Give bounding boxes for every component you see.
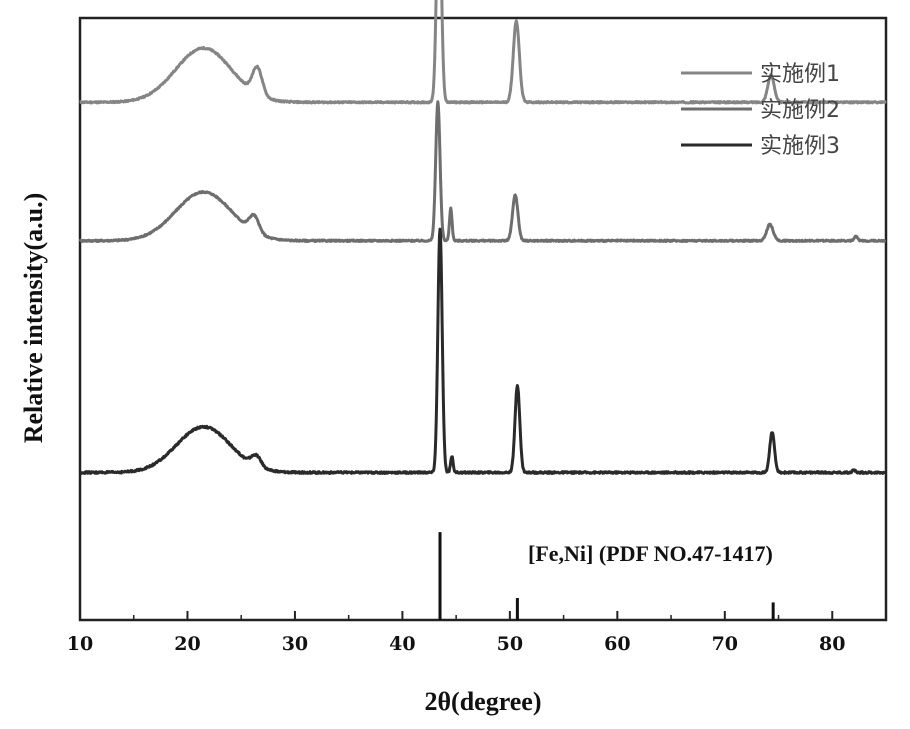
- legend-label: 实施例2: [760, 98, 840, 123]
- legend-label: 实施例3: [760, 134, 840, 159]
- x-axis-ticks: 10 20 30 40 50 60 70 80: [67, 611, 846, 655]
- y-axis-title: Relative intensity(a.u.): [19, 193, 48, 444]
- x-tick-label: 30: [282, 633, 308, 655]
- series-line: [80, 229, 886, 473]
- x-tick-label: 80: [819, 633, 845, 655]
- x-tick-label: 40: [389, 633, 415, 655]
- reference-label: [Fe,Ni] (PDF NO.47-1417): [528, 541, 773, 566]
- legend: 实施例1 实施例2 实施例3: [681, 62, 840, 159]
- series-line: [80, 0, 886, 103]
- x-tick-label: 20: [174, 633, 200, 655]
- x-tick-label: 70: [712, 633, 738, 655]
- legend-label: 实施例1: [760, 62, 840, 87]
- x-tick-label: 50: [497, 633, 523, 655]
- x-tick-label: 60: [604, 633, 630, 655]
- x-tick-label: 10: [67, 633, 93, 655]
- x-axis-title: 2θ(degree): [424, 687, 541, 716]
